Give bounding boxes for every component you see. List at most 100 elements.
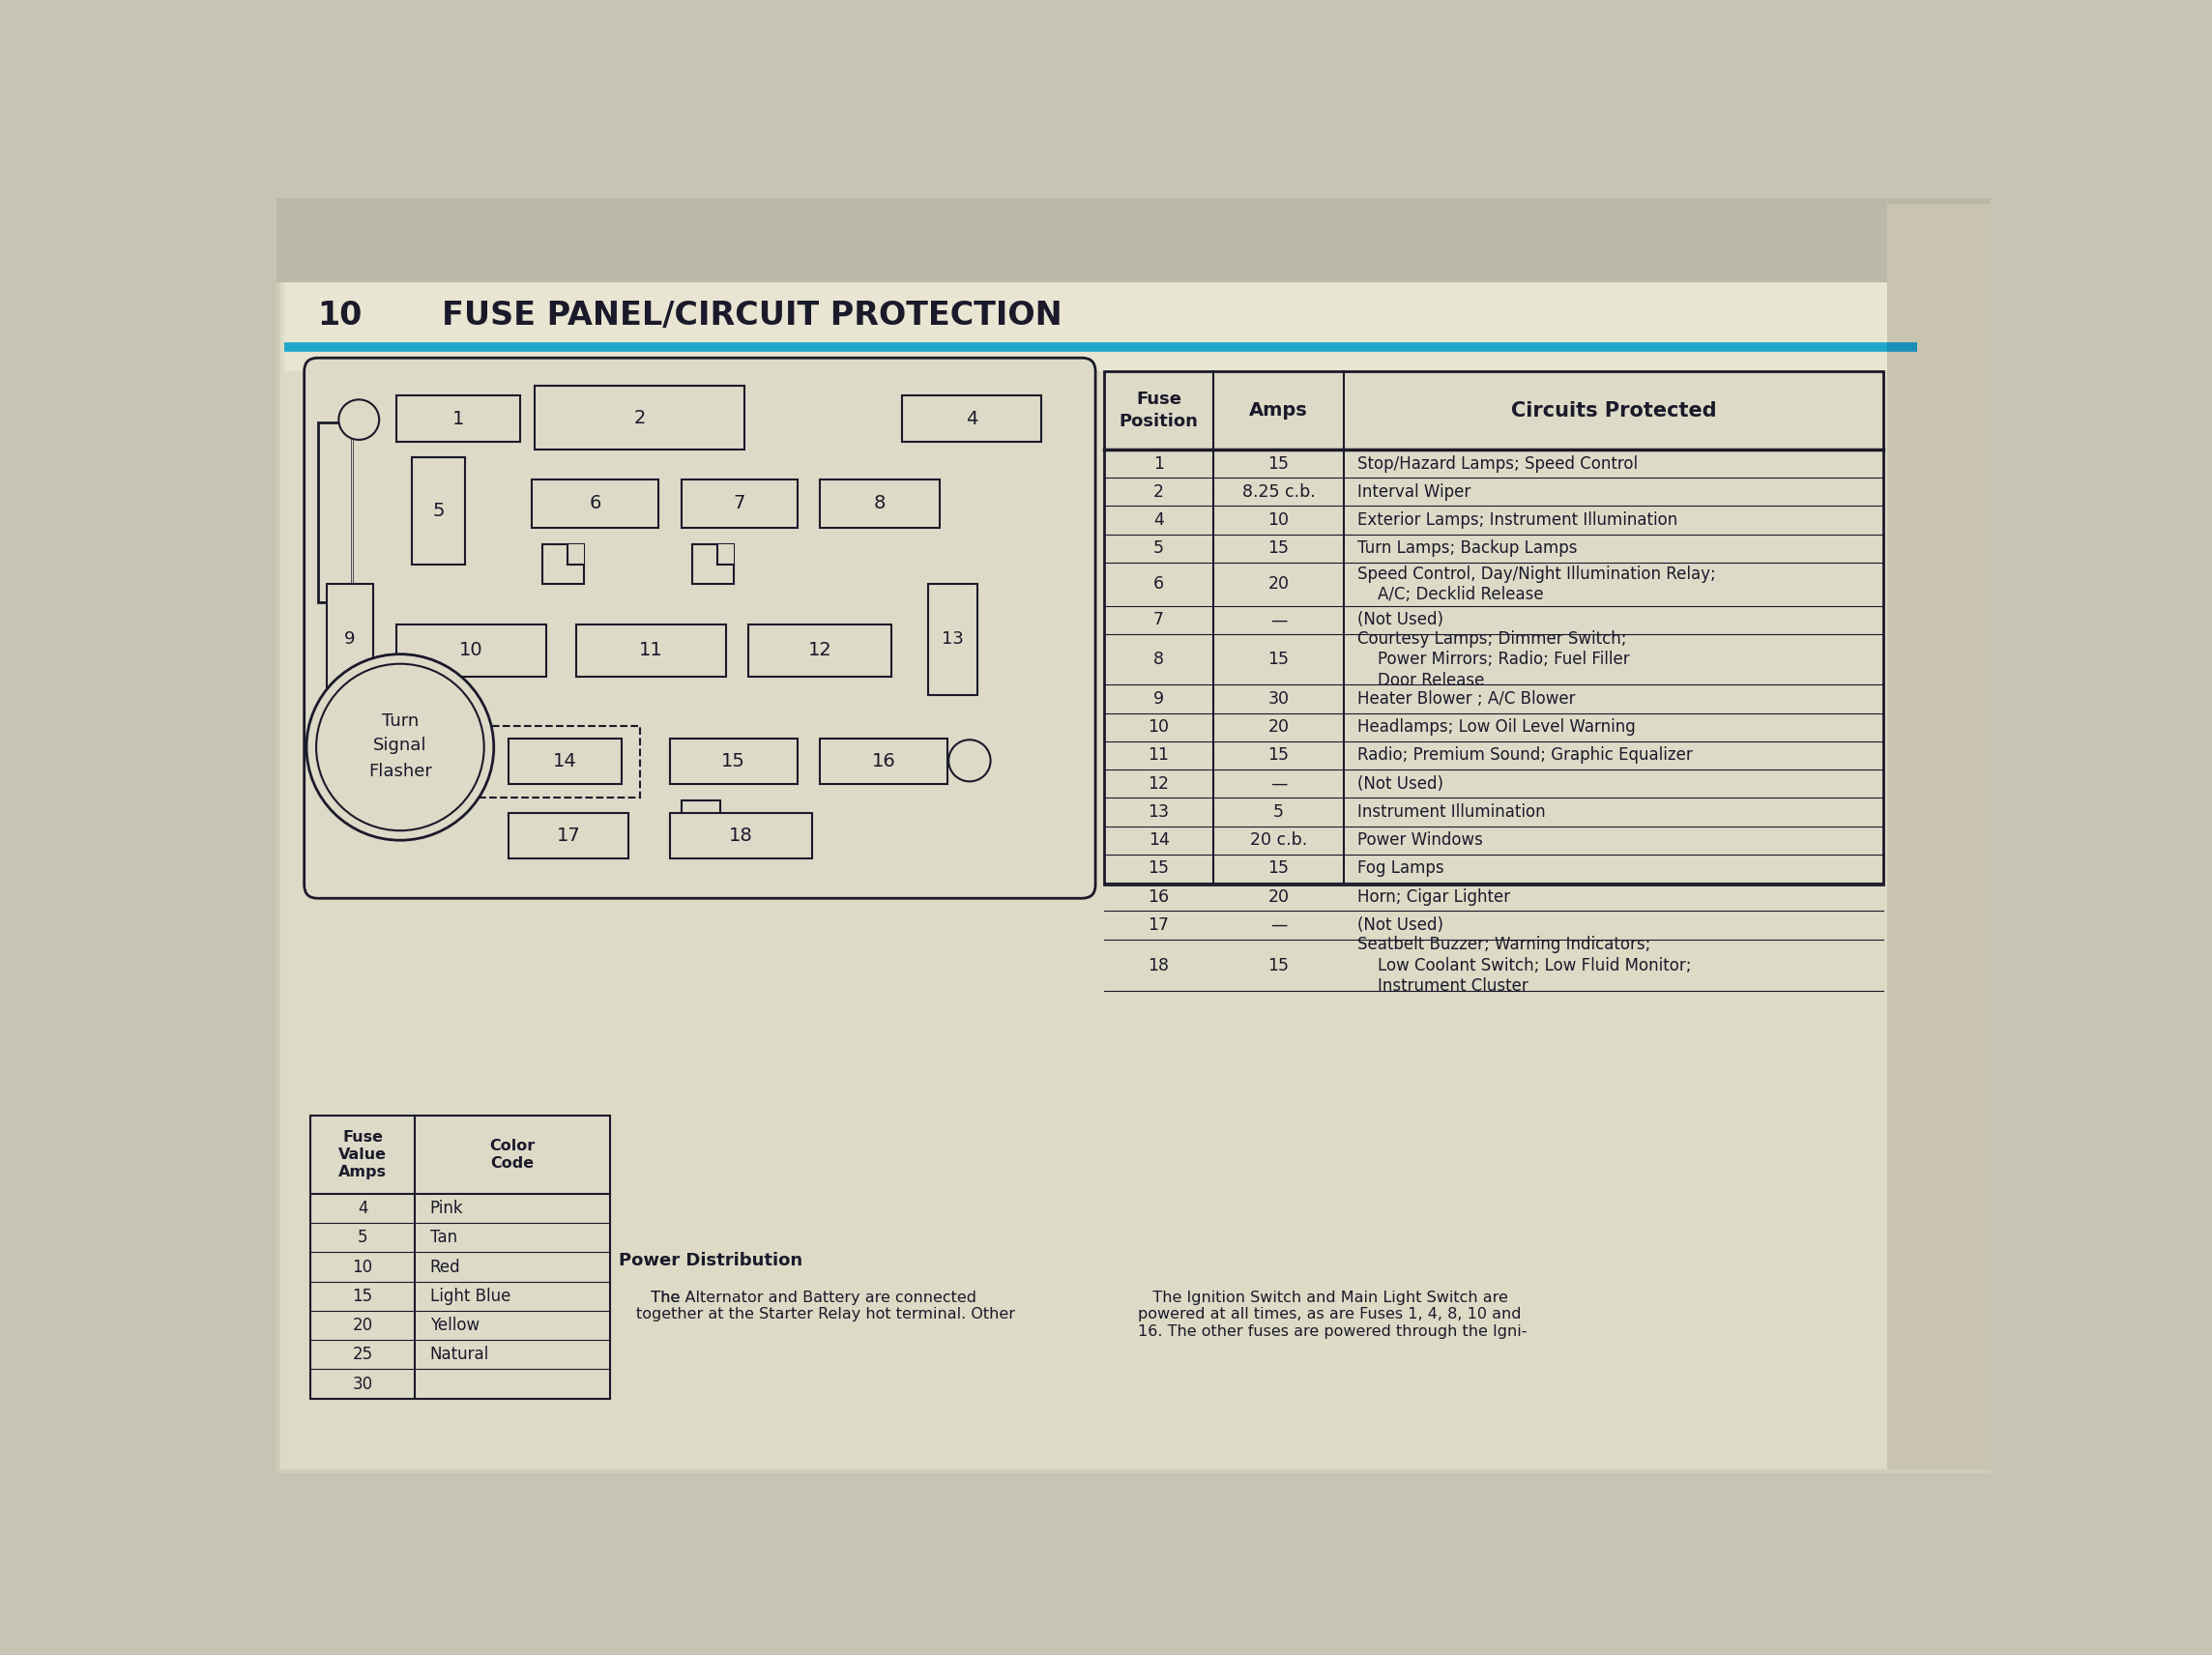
Text: Yellow: Yellow <box>429 1317 480 1334</box>
Text: Circuits Protected: Circuits Protected <box>1511 401 1717 420</box>
Text: 10: 10 <box>319 300 363 331</box>
Text: Headlamps; Low Oil Level Warning: Headlamps; Low Oil Level Warning <box>1358 718 1637 736</box>
Text: 20: 20 <box>1267 889 1290 905</box>
FancyBboxPatch shape <box>283 200 1909 371</box>
Text: (Not Used): (Not Used) <box>1358 775 1444 793</box>
Text: Radio; Premium Sound; Graphic Equalizer: Radio; Premium Sound; Graphic Equalizer <box>1358 746 1692 765</box>
Text: 1: 1 <box>451 410 465 429</box>
Text: 4: 4 <box>358 1200 367 1216</box>
Text: The Alternator and Battery are connected
together at the Starter Relay hot termi: The Alternator and Battery are connected… <box>637 1291 1015 1322</box>
Text: Flasher: Flasher <box>367 763 431 781</box>
FancyBboxPatch shape <box>692 544 734 584</box>
Text: Courtesy Lamps; Dimmer Switch;
    Power Mirrors; Radio; Fuel Filler
    Door Re: Courtesy Lamps; Dimmer Switch; Power Mir… <box>1358 631 1630 688</box>
Circle shape <box>307 654 493 841</box>
Text: 9: 9 <box>345 631 356 649</box>
FancyBboxPatch shape <box>542 544 584 584</box>
Text: —: — <box>1270 775 1287 793</box>
Text: 16: 16 <box>1148 889 1170 905</box>
Text: 2: 2 <box>635 409 646 427</box>
Text: Natural: Natural <box>429 1346 489 1364</box>
FancyBboxPatch shape <box>670 738 796 784</box>
FancyBboxPatch shape <box>509 738 622 784</box>
FancyBboxPatch shape <box>821 480 940 528</box>
Text: 7: 7 <box>732 495 745 513</box>
Text: 20: 20 <box>1267 576 1290 592</box>
Circle shape <box>316 664 484 831</box>
Text: 8.25 c.b.: 8.25 c.b. <box>1241 483 1316 500</box>
Text: Power Distribution: Power Distribution <box>619 1253 803 1269</box>
Text: Light Blue: Light Blue <box>429 1288 511 1304</box>
Text: 17: 17 <box>1148 917 1170 933</box>
FancyBboxPatch shape <box>575 624 726 677</box>
FancyBboxPatch shape <box>681 801 721 836</box>
FancyBboxPatch shape <box>276 199 1991 281</box>
Text: Stop/Hazard Lamps; Speed Control: Stop/Hazard Lamps; Speed Control <box>1358 455 1639 472</box>
Text: Fog Lamps: Fog Lamps <box>1358 861 1444 877</box>
Text: 13: 13 <box>1148 803 1170 821</box>
Text: Color
Code: Color Code <box>489 1139 535 1170</box>
FancyBboxPatch shape <box>670 813 812 859</box>
Text: FUSE PANEL/CIRCUIT PROTECTION: FUSE PANEL/CIRCUIT PROTECTION <box>442 300 1062 331</box>
Text: 15: 15 <box>1148 861 1170 877</box>
Text: Instrument Illumination: Instrument Illumination <box>1358 803 1546 821</box>
Text: 15: 15 <box>352 1288 374 1304</box>
Text: Interval Wiper: Interval Wiper <box>1358 483 1471 500</box>
Text: 10: 10 <box>1267 511 1290 530</box>
FancyBboxPatch shape <box>411 457 465 564</box>
Text: Power Windows: Power Windows <box>1358 831 1484 849</box>
FancyBboxPatch shape <box>310 1115 611 1398</box>
FancyBboxPatch shape <box>281 204 1920 1470</box>
FancyBboxPatch shape <box>1887 204 1991 1470</box>
Text: 1: 1 <box>1152 455 1164 472</box>
Text: —: — <box>1270 917 1287 933</box>
FancyBboxPatch shape <box>535 386 745 450</box>
Text: Red: Red <box>429 1258 460 1276</box>
Text: 15: 15 <box>1267 650 1290 669</box>
Text: 5: 5 <box>1152 540 1164 558</box>
Text: Horn; Cigar Lighter: Horn; Cigar Lighter <box>1358 889 1511 905</box>
Text: 14: 14 <box>553 751 577 771</box>
Text: 12: 12 <box>1148 775 1170 793</box>
FancyBboxPatch shape <box>531 480 659 528</box>
Text: —: — <box>1270 611 1287 629</box>
Text: 18: 18 <box>1148 957 1170 975</box>
Text: 8: 8 <box>874 495 885 513</box>
Text: 15: 15 <box>1267 861 1290 877</box>
Text: 15: 15 <box>1267 455 1290 472</box>
Text: 30: 30 <box>352 1375 374 1392</box>
Text: Tan: Tan <box>429 1230 458 1246</box>
Text: 10: 10 <box>1148 718 1170 736</box>
Text: 4: 4 <box>1152 511 1164 530</box>
Text: 20 c.b.: 20 c.b. <box>1250 831 1307 849</box>
Text: Signal: Signal <box>374 736 427 755</box>
Text: 15: 15 <box>1267 540 1290 558</box>
Text: Heater Blower ; A/C Blower: Heater Blower ; A/C Blower <box>1358 690 1575 708</box>
FancyBboxPatch shape <box>509 813 628 859</box>
Text: 30: 30 <box>1267 690 1290 708</box>
Text: 5: 5 <box>1274 803 1283 821</box>
Text: 20: 20 <box>1267 718 1290 736</box>
FancyBboxPatch shape <box>929 584 978 695</box>
Text: 25: 25 <box>352 1346 374 1364</box>
FancyBboxPatch shape <box>276 199 1991 1473</box>
Text: (Not Used): (Not Used) <box>1358 611 1444 629</box>
Text: 13: 13 <box>942 631 964 649</box>
Text: Fuse
Value
Amps: Fuse Value Amps <box>338 1130 387 1180</box>
Text: The Ignition Switch and Main Light Switch are
powered at all times, as are Fuses: The Ignition Switch and Main Light Switc… <box>1139 1291 1526 1339</box>
Text: 14: 14 <box>1148 831 1170 849</box>
Text: 5: 5 <box>431 501 445 520</box>
FancyBboxPatch shape <box>396 396 520 442</box>
Text: 8: 8 <box>1152 650 1164 669</box>
FancyBboxPatch shape <box>566 544 584 564</box>
Text: 4: 4 <box>964 410 978 429</box>
Text: 12: 12 <box>807 640 832 660</box>
Text: Pink: Pink <box>429 1200 465 1216</box>
Circle shape <box>338 399 378 440</box>
FancyBboxPatch shape <box>681 480 796 528</box>
FancyBboxPatch shape <box>319 422 352 602</box>
Text: Amps: Amps <box>1250 401 1307 420</box>
FancyBboxPatch shape <box>717 544 734 564</box>
Text: 10: 10 <box>352 1258 374 1276</box>
Text: 11: 11 <box>639 640 664 660</box>
Text: 6: 6 <box>1152 576 1164 592</box>
